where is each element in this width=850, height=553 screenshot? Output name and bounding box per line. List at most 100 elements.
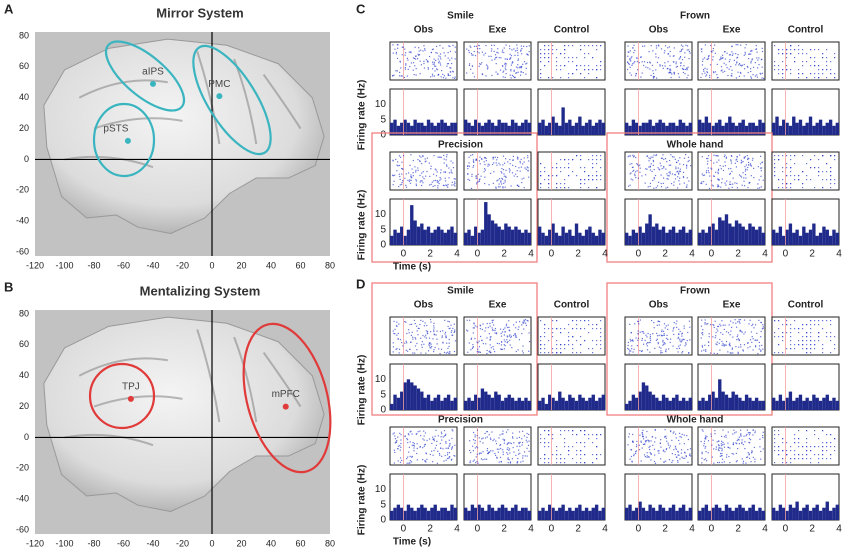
- spike: [702, 174, 704, 177]
- spike: [524, 455, 526, 457]
- spike: [729, 54, 732, 56]
- spike: [518, 442, 520, 444]
- spike: [416, 443, 418, 445]
- x-tick-label: 20: [236, 538, 246, 548]
- spike: [392, 351, 394, 353]
- spike: [423, 62, 425, 65]
- spike: [680, 452, 683, 454]
- spike: [412, 160, 414, 162]
- x-tick-label: 0: [549, 524, 555, 535]
- raster-frame: [537, 316, 606, 356]
- hist-bar: [393, 119, 397, 135]
- spike: [522, 163, 524, 165]
- spike: [630, 178, 632, 180]
- spike: [757, 59, 759, 61]
- spike: [560, 187, 562, 189]
- region-label: aIPS: [142, 66, 164, 77]
- spike: [629, 59, 631, 61]
- spike: [814, 77, 816, 79]
- hist-bar: [507, 125, 511, 135]
- spike: [700, 48, 702, 50]
- spike: [419, 160, 421, 162]
- spike: [448, 177, 450, 179]
- hist-bar: [631, 229, 636, 245]
- hist-bar: [588, 397, 592, 410]
- spike: [786, 167, 788, 169]
- spike: [778, 430, 780, 432]
- hist-bar: [832, 229, 836, 245]
- spike: [790, 155, 792, 157]
- spike: [635, 72, 638, 75]
- spike: [740, 330, 742, 333]
- hist-bar: [443, 507, 447, 520]
- spike: [645, 334, 647, 336]
- spike: [508, 335, 510, 337]
- spike: [495, 443, 498, 445]
- spike: [592, 454, 594, 456]
- spike: [710, 159, 712, 161]
- spike: [743, 157, 745, 159]
- hist-bar: [728, 507, 732, 520]
- spike: [737, 321, 739, 323]
- spike: [650, 74, 652, 77]
- spike: [826, 171, 828, 173]
- spike: [730, 160, 732, 162]
- spike: [506, 336, 509, 338]
- spike: [568, 332, 570, 334]
- spike: [469, 319, 471, 321]
- spike: [683, 65, 685, 67]
- spike: [631, 461, 633, 463]
- spike: [430, 347, 432, 349]
- spike: [667, 444, 670, 446]
- spike: [738, 346, 740, 348]
- hist-bar: [594, 504, 599, 520]
- spike: [405, 340, 407, 342]
- hist-bar: [688, 229, 692, 245]
- spike: [420, 344, 423, 346]
- spike: [469, 449, 471, 452]
- spike: [738, 321, 740, 323]
- spike: [517, 52, 519, 54]
- spike: [629, 72, 631, 74]
- spike: [417, 327, 419, 329]
- spike: [830, 454, 832, 456]
- spike: [488, 351, 490, 353]
- hist-bar: [808, 116, 813, 135]
- hist-bar: [453, 232, 457, 245]
- spike: [439, 442, 441, 445]
- x-axis-label: Time (s): [393, 262, 431, 273]
- spike: [794, 328, 796, 330]
- hist-bar: [423, 397, 427, 410]
- spike: [660, 347, 662, 349]
- spike: [492, 450, 494, 452]
- spike: [520, 70, 522, 73]
- spike: [802, 344, 804, 346]
- spike: [806, 77, 808, 79]
- hist-bar: [675, 394, 679, 410]
- spike: [632, 170, 634, 172]
- spike: [673, 156, 675, 158]
- hist-bar: [584, 122, 589, 135]
- hist-bar: [668, 229, 672, 245]
- spike: [686, 184, 688, 186]
- spike: [740, 72, 742, 74]
- spike: [454, 455, 456, 457]
- spike: [588, 53, 590, 55]
- hist-bar: [393, 507, 397, 520]
- spike: [407, 172, 410, 174]
- spike: [417, 169, 419, 171]
- spike: [678, 172, 680, 174]
- spike: [741, 442, 743, 444]
- spike: [751, 336, 753, 338]
- spike: [686, 45, 689, 47]
- spike: [436, 440, 438, 442]
- spike: [750, 53, 752, 55]
- spike: [517, 158, 519, 160]
- spike: [704, 344, 706, 346]
- spike: [736, 335, 738, 338]
- spike: [631, 348, 633, 350]
- spike: [663, 52, 665, 54]
- spike: [511, 458, 513, 460]
- hist-bar: [396, 232, 401, 245]
- spike: [714, 429, 716, 432]
